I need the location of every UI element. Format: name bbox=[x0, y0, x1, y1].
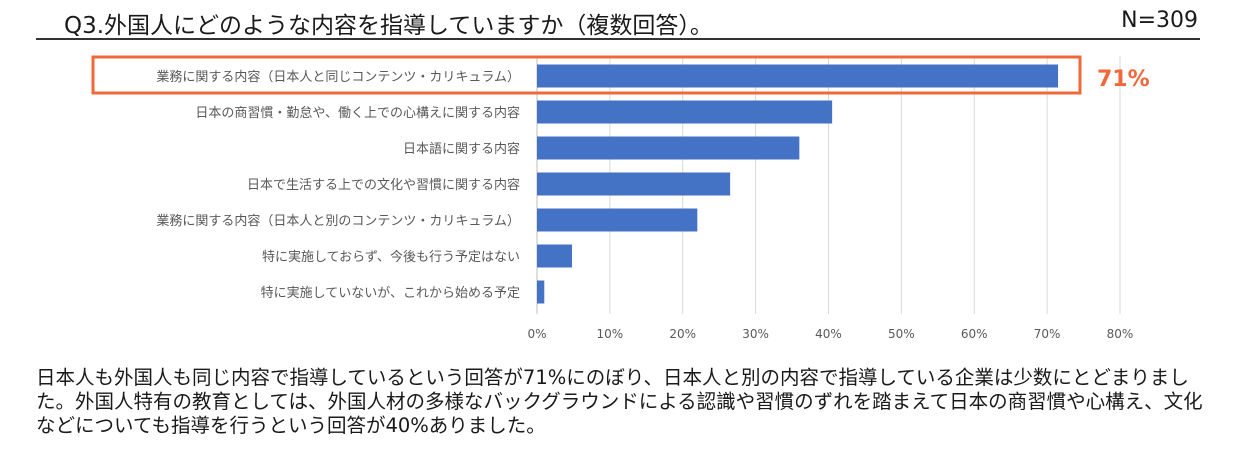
category-label: 特に実施しておらず、今後も行う予定はない bbox=[262, 249, 520, 265]
page-title: Q3.外国人にどのような内容を指導していますか（複数回答）。 bbox=[64, 13, 713, 39]
x-tick-label: 0% bbox=[527, 327, 546, 341]
x-tick-label: 80% bbox=[1107, 327, 1134, 341]
bar bbox=[537, 244, 572, 268]
bar bbox=[537, 100, 833, 124]
x-tick-label: 20% bbox=[669, 327, 696, 341]
bar bbox=[537, 280, 545, 304]
category-label: 日本で生活する上での文化や習慣に関する内容 bbox=[247, 177, 520, 193]
bar bbox=[537, 136, 800, 160]
x-tick-label: 10% bbox=[597, 327, 624, 341]
highlight-label: 71% bbox=[1097, 67, 1150, 92]
conclusion-text: 日本人も外国人も同じ内容で指導しているという回答が71%にのぼり、日本人と別の内… bbox=[36, 366, 1203, 437]
title-divider bbox=[36, 38, 1200, 40]
category-label: 日本の商習慣・勤怠や、働く上での心構えに関する内容 bbox=[195, 105, 520, 121]
bar-chart: 0% 10% 20% 30% 40% 50% 60% 70% 80% 業務に関する内容（日本人と同… bbox=[91, 55, 1150, 341]
category-label: 業務に関する内容（日本人と別のコンテンツ・カリキュラム） bbox=[156, 213, 520, 229]
bar bbox=[537, 208, 698, 232]
sample-size-label: N=309 bbox=[1121, 8, 1198, 33]
category-label: 特に実施していないが、これから始める予定 bbox=[261, 285, 520, 301]
x-tick-label: 40% bbox=[815, 327, 842, 341]
bar bbox=[537, 172, 731, 196]
highlight-box bbox=[91, 55, 1082, 95]
category-label: 業務に関する内容（日本人と同じコンテンツ・カリキュラム） bbox=[156, 69, 520, 85]
category-label: 日本語に関する内容 bbox=[403, 141, 520, 157]
x-tick-label: 70% bbox=[1034, 327, 1061, 341]
x-tick-label: 50% bbox=[888, 327, 915, 341]
bar bbox=[537, 64, 1059, 88]
x-tick-label: 30% bbox=[742, 327, 769, 341]
x-tick-label: 60% bbox=[961, 327, 988, 341]
